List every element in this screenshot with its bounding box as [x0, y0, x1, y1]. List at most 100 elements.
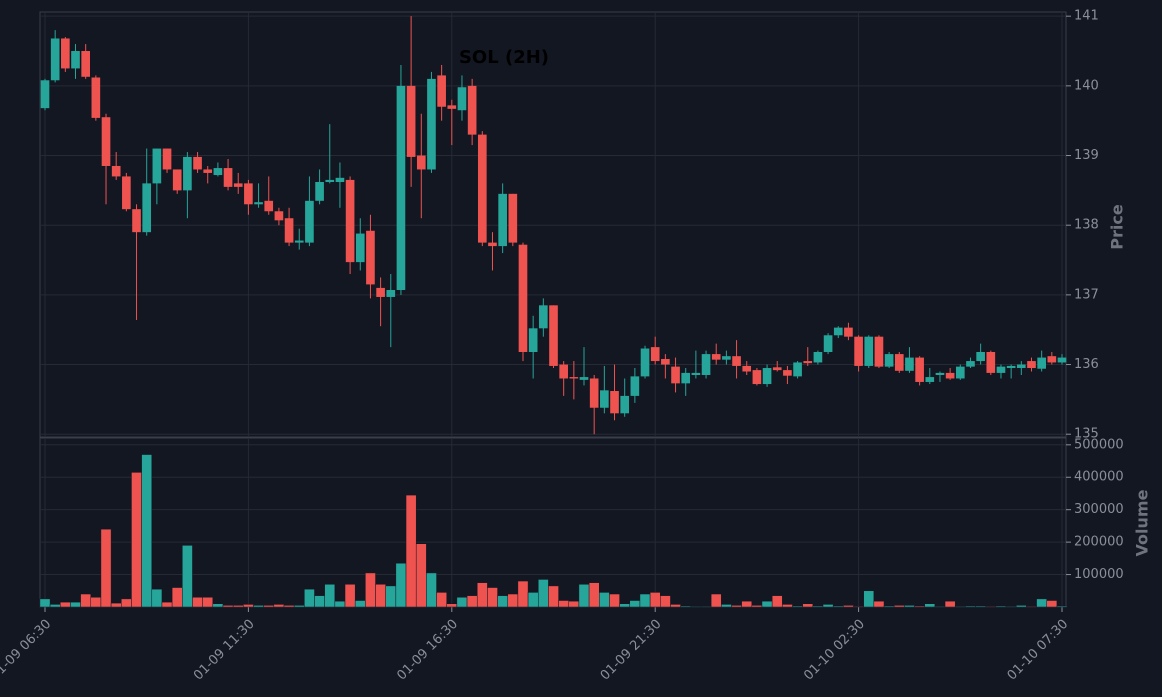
candle-body — [416, 155, 426, 170]
volume-bar — [599, 592, 610, 608]
candle-body — [101, 117, 111, 166]
volume-bar — [771, 595, 783, 608]
volume-bar — [182, 545, 193, 608]
candle-body — [254, 202, 263, 205]
volume-bar — [110, 602, 122, 608]
volume-bar — [660, 595, 671, 608]
candle-body — [722, 356, 731, 360]
y-tick-label: 139 — [1074, 148, 1099, 163]
volume-bar — [80, 593, 92, 608]
candle-body — [1057, 357, 1067, 363]
candle-body — [223, 168, 233, 187]
volume-bar — [883, 605, 895, 608]
candle-body — [325, 179, 335, 182]
candle-body — [193, 156, 202, 170]
candle-body — [1027, 361, 1036, 369]
volume-bar — [263, 605, 275, 608]
candle-body — [518, 244, 528, 352]
volume-bar — [914, 605, 925, 608]
y-tick-label: 400000 — [1074, 470, 1124, 485]
volume-bar — [466, 595, 478, 608]
volume-bar — [304, 588, 315, 608]
candle-body — [884, 354, 894, 367]
volume-bar — [873, 600, 885, 608]
candle-body — [894, 354, 904, 371]
volume-bar — [131, 472, 142, 608]
candle-body — [996, 366, 1006, 373]
y-tick-label: 100000 — [1074, 567, 1124, 582]
volume-bar — [934, 606, 946, 608]
candle-body — [600, 390, 609, 408]
volume-bar — [1015, 605, 1027, 608]
candle-body — [376, 287, 385, 297]
candle-body — [152, 148, 162, 184]
volume-bar — [1046, 600, 1058, 608]
candle-body — [335, 177, 345, 182]
volume-bar — [761, 600, 773, 608]
volume-bar — [487, 587, 498, 608]
candle-body — [640, 348, 650, 377]
volume-bar — [527, 592, 539, 608]
candle-body — [610, 391, 619, 414]
volume-bar — [853, 606, 864, 608]
candle-body — [589, 378, 599, 408]
volume-bar — [202, 597, 214, 608]
candle-body — [630, 376, 640, 396]
volume-bar — [588, 582, 600, 608]
volume-bar — [863, 590, 875, 608]
volume-bar — [49, 604, 61, 608]
volume-bar — [161, 601, 173, 608]
volume-bar — [344, 584, 356, 608]
volume-bar — [243, 604, 254, 608]
y-tick-label: 500000 — [1074, 437, 1124, 452]
candle-body — [762, 368, 772, 385]
volume-bar — [334, 600, 346, 608]
candle-body — [81, 51, 91, 77]
candle-body — [61, 38, 70, 69]
candle-body — [40, 80, 50, 109]
volume-bar — [436, 592, 447, 608]
candle-body — [701, 354, 711, 375]
volume-bar — [192, 597, 203, 608]
candle-body — [803, 361, 813, 364]
volume-bar — [324, 584, 336, 608]
volume-bar — [100, 528, 112, 608]
volume-bar — [1036, 598, 1047, 608]
volume-bar — [232, 605, 244, 608]
volume-bar — [721, 604, 732, 608]
price-panel — [39, 11, 1067, 438]
candle-body — [437, 75, 446, 107]
candle-body — [579, 377, 589, 380]
volume-bar — [578, 584, 590, 608]
candle-body — [244, 183, 253, 205]
volume-bar — [629, 600, 641, 608]
volume-bar — [1056, 605, 1068, 608]
volume-bar — [446, 603, 458, 608]
candle-body — [661, 358, 670, 365]
x-tick-label: 01-09 11:30 — [191, 617, 258, 684]
volume-bar — [121, 598, 132, 608]
candle-body — [498, 193, 507, 247]
volume-bar — [314, 595, 325, 608]
volume-bar — [619, 603, 631, 608]
volume-bar — [680, 605, 692, 608]
candle-body — [142, 183, 152, 233]
candle-body — [345, 179, 355, 263]
y-tick-label: 135 — [1074, 427, 1099, 442]
candle-body — [732, 356, 741, 366]
volume-bar — [354, 600, 366, 608]
candle-body — [874, 336, 884, 367]
candle-body — [427, 78, 436, 170]
candle-body — [813, 352, 823, 363]
candle-body — [172, 169, 182, 191]
candle-body — [203, 169, 213, 173]
volume-bar — [497, 595, 508, 608]
x-tick-label: 01-10 07:30 — [1005, 617, 1072, 684]
volume-bar — [639, 593, 651, 608]
candle-body — [488, 242, 497, 247]
candle-body — [71, 51, 80, 69]
volume-bar — [802, 603, 814, 608]
candle-body — [1006, 365, 1016, 369]
candle-body — [569, 377, 579, 379]
x-tick-label: 01-09 21:30 — [598, 617, 665, 684]
